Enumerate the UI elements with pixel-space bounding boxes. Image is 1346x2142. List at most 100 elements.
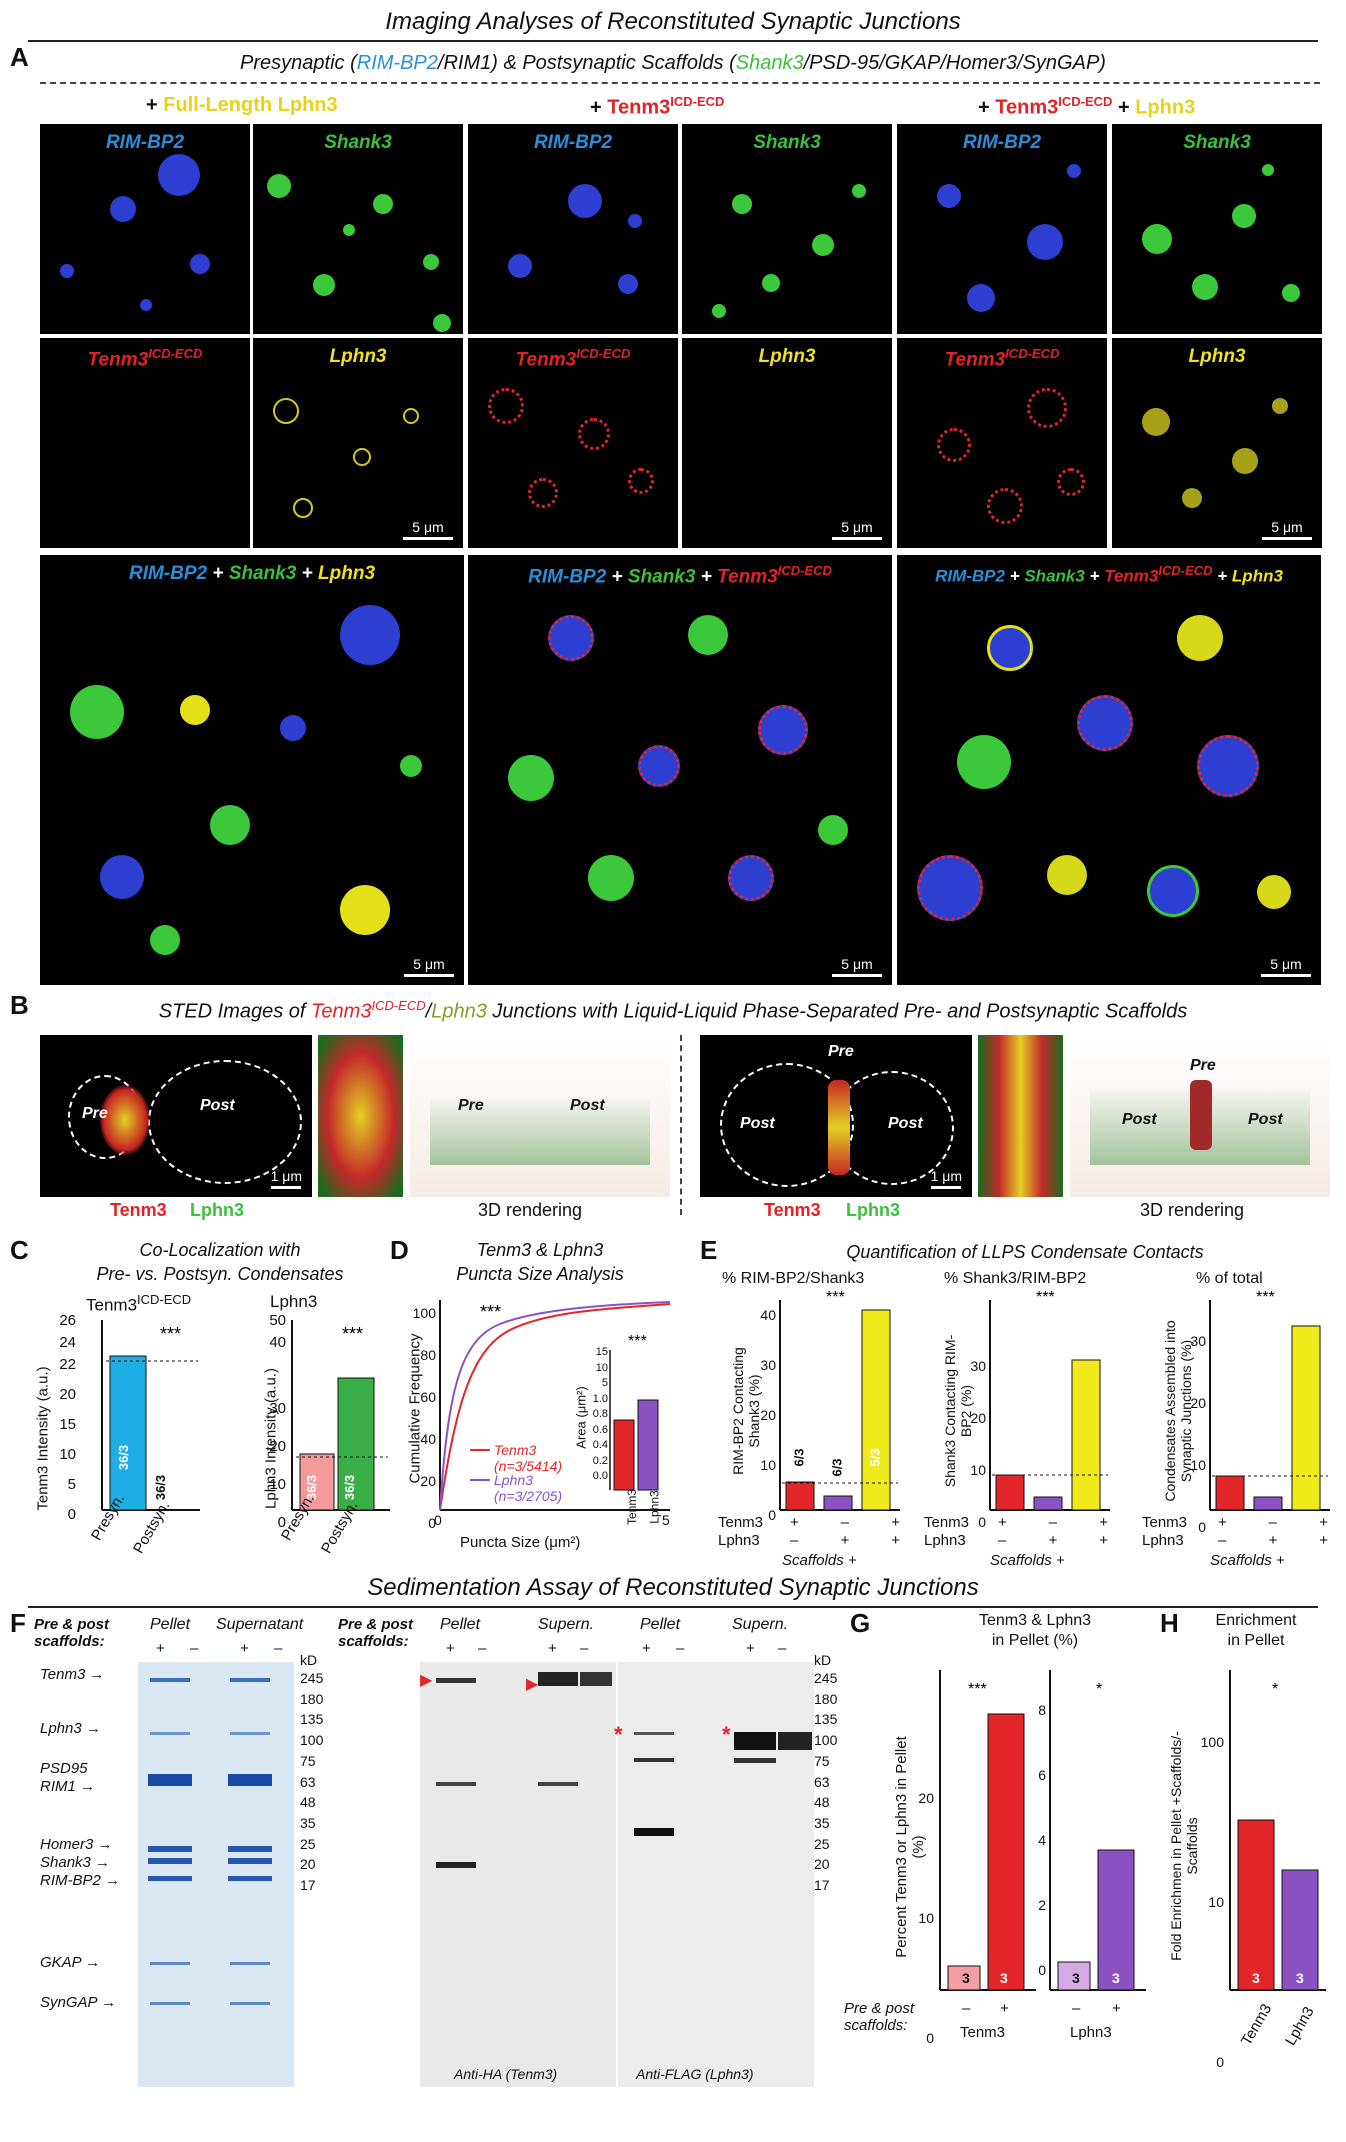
f-band-rim1: RIM1 → bbox=[40, 1778, 96, 1795]
f-scaffolds-label-2: Pre & post scaffolds: bbox=[338, 1616, 414, 1650]
d-xtick: 5 bbox=[662, 1512, 670, 1528]
tile-c1-shank3: Shank3 bbox=[253, 124, 463, 334]
g-scaffolds: Pre & post scaffolds: bbox=[844, 2000, 915, 2034]
e-ylabel1: RIM-BP2 Contacting Shank3 (%) bbox=[730, 1347, 762, 1475]
g-plus: + bbox=[1112, 2000, 1121, 2017]
post-label: Post bbox=[200, 1097, 235, 1114]
post-label: Post bbox=[740, 1115, 775, 1132]
cond3-label: + Tenm3ICD-ECD + Lphn3 bbox=[978, 94, 1196, 119]
g-bar-lphn3-minus bbox=[1057, 1961, 1091, 1991]
f-markers-left: 245 180 135 100 75 63 48 35 25 20 17 bbox=[300, 1670, 324, 1894]
pre-label: Pre bbox=[828, 1043, 854, 1060]
panel-h-chart: * bbox=[1229, 1670, 1326, 1991]
e-row-signs-1: + – – + + + bbox=[790, 1514, 900, 1549]
e-ticks1: 40 30 20 10 0 bbox=[760, 1307, 776, 1523]
panel-f-letter: F bbox=[10, 1608, 26, 1638]
f-markers-right: 245 180 135 100 75 63 48 35 25 20 17 bbox=[814, 1670, 838, 1894]
f-pellet-label-2: Pellet bbox=[440, 1616, 481, 1633]
sig-label: *** bbox=[968, 1681, 987, 1698]
panel-b-letter: B bbox=[10, 990, 29, 1020]
n-label: 3 bbox=[1000, 1970, 1008, 1986]
blot-anti-ha: ▶ ▶ bbox=[420, 1662, 616, 2087]
panel-e-sub2: % Shank3/RIM-BP2 bbox=[944, 1270, 1087, 1287]
scale-bar: 5 μm bbox=[832, 519, 882, 540]
pre-label: Pre bbox=[458, 1097, 484, 1114]
e-footer-3: Scaffolds + bbox=[1210, 1552, 1285, 1569]
e-ticks2: 30 20 10 0 bbox=[970, 1358, 986, 1530]
sig-label: *** bbox=[480, 1302, 501, 1322]
d-inset-ticks: 15 10 5 1.0 0.8 0.6 0.4 0.2 0.0 bbox=[592, 1346, 608, 1482]
tile-c3-shank3: Shank3 bbox=[1112, 124, 1322, 334]
pre-label: Pre bbox=[1190, 1057, 1216, 1074]
g-minus: – bbox=[1072, 2000, 1081, 2017]
f-minus: – bbox=[274, 1640, 283, 1657]
tile-label: Lphn3 bbox=[329, 346, 387, 367]
d-yticks: 100 80 60 40 20 0 bbox=[412, 1305, 436, 1531]
tile-c2-tenm3: Tenm3ICD-ECD bbox=[468, 338, 678, 548]
scale-bar: 1 μm bbox=[271, 1168, 302, 1189]
legend-tenm3: Tenm3 bbox=[110, 1200, 167, 1220]
post-label: Post bbox=[1248, 1111, 1283, 1128]
panel-a-letter: A bbox=[10, 42, 29, 72]
f-plus: + bbox=[446, 1640, 455, 1657]
rendering-label: 3D rendering bbox=[478, 1200, 583, 1220]
post-label: Post bbox=[570, 1097, 605, 1114]
d-inset-x: Lphn3 bbox=[647, 1490, 662, 1524]
legend-tenm3: Tenm3 bbox=[764, 1200, 821, 1220]
e-ylabel3: Condensates Assembled into Synaptic Junc… bbox=[1162, 1320, 1194, 1502]
sig-label: *** bbox=[342, 1324, 363, 1344]
d-xtick: 0 bbox=[434, 1512, 442, 1528]
e-ylabel2: Shank3 Contacting RIM-BP2 (%) bbox=[942, 1334, 974, 1488]
e-footer-2: Scaffolds + bbox=[990, 1552, 1065, 1569]
g-ticks-left: 20 10 0 bbox=[918, 1790, 934, 2046]
tile-c2-lphn3: Lphn3 5 μm bbox=[682, 338, 892, 548]
sed-title-rule bbox=[28, 1606, 1318, 1608]
f-kd: kD bbox=[300, 1652, 318, 1668]
tile-label: Shank3 bbox=[324, 132, 392, 153]
tenm3-curve bbox=[439, 1303, 671, 1511]
panel-a-header: Presynaptic (RIM-BP2/RIM1) & Postsynapti… bbox=[240, 52, 1106, 74]
n-label: 3 bbox=[1252, 1970, 1260, 1986]
tile-c2-merge: RIM-BP2 + Shank3 + Tenm3ICD-ECD 5 μm bbox=[468, 555, 892, 985]
g-title-2: in Pellet (%) bbox=[991, 1632, 1079, 1649]
d-ylabel: Cumulative Frequency bbox=[406, 1333, 424, 1484]
panel-e-sub1: % RIM-BP2/Shank3 bbox=[722, 1270, 865, 1287]
sted-right-zoom bbox=[978, 1035, 1063, 1197]
n-label: 36/3 bbox=[116, 1444, 132, 1471]
panel-d-chart: *** *** bbox=[439, 1300, 671, 1511]
n-label: 3 bbox=[1296, 1970, 1304, 1986]
h-ylabel: Fold Enrichmen in Pellet +Scaffolds/-Sca… bbox=[1168, 1731, 1200, 1961]
f-anti-flag: Anti-FLAG (Lphn3) bbox=[636, 2066, 754, 2082]
n-label: 3 bbox=[1072, 1970, 1080, 1986]
panel-e-letter: E bbox=[700, 1235, 718, 1265]
c-lphn3-top-ticks: 50 40 bbox=[269, 1312, 286, 1351]
f-minus: – bbox=[580, 1640, 589, 1657]
panel-e-title: Quantification of LLPS Condensate Contac… bbox=[846, 1242, 1204, 1262]
panel-d-letter: D bbox=[390, 1235, 409, 1265]
d-legend-tenm3: Tenm3 (n=3/5414) bbox=[494, 1442, 563, 1474]
panel-e-sub3: % of total bbox=[1196, 1270, 1263, 1287]
d-legend-lphn3: Lphn3 (n=3/2705) bbox=[494, 1472, 563, 1504]
tile-c3-rimbp2: RIM-BP2 bbox=[897, 124, 1107, 334]
e-row-labels-1: Tenm3 Lphn3 bbox=[718, 1514, 764, 1549]
f-plus: + bbox=[642, 1640, 651, 1657]
bar-tenm3-presyn bbox=[109, 1355, 147, 1511]
tile-label: Tenm3ICD-ECD bbox=[515, 346, 631, 371]
scale-bar: 1 μm bbox=[931, 1168, 962, 1189]
tile-c2-shank3: Shank3 bbox=[682, 124, 892, 334]
tile-c1-rimbp2: RIM-BP2 bbox=[40, 124, 250, 334]
scale-bar: 5 μm bbox=[403, 519, 453, 540]
sted-left-zoom bbox=[318, 1035, 403, 1197]
c-lphn3-ticks: 30 20 10 0 bbox=[269, 1400, 286, 1531]
coomassie-gel bbox=[138, 1662, 294, 2087]
n-label: 6/3 bbox=[791, 1448, 807, 1467]
f-band-homer3: Homer3 → bbox=[40, 1836, 113, 1853]
tile-c3-tenm3: Tenm3ICD-ECD bbox=[897, 338, 1107, 548]
f-plus: + bbox=[156, 1640, 165, 1657]
sted-left-image: Pre Post 1 μm bbox=[40, 1035, 312, 1197]
h-title-1: Enrichment bbox=[1215, 1612, 1297, 1629]
f-plus: + bbox=[746, 1640, 755, 1657]
tile-label: Lphn3 bbox=[1188, 346, 1246, 367]
f-band-gkap: GKAP → bbox=[40, 1954, 101, 1971]
f-plus: + bbox=[548, 1640, 557, 1657]
